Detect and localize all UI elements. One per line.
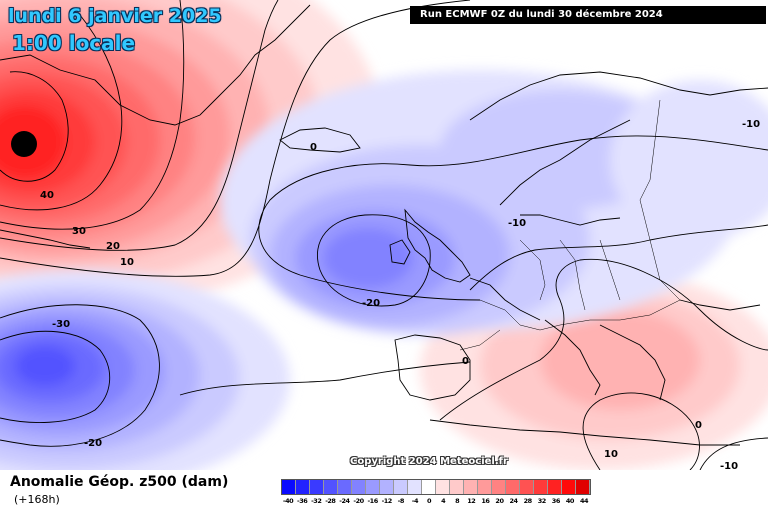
legend-label: -28 — [325, 497, 336, 505]
contour-lines — [0, 0, 768, 471]
legend-label: 28 — [523, 497, 533, 505]
legend-swatch — [296, 480, 310, 494]
contour-label: -10 — [742, 119, 760, 130]
legend-swatch — [450, 480, 464, 494]
negative-anomaly-field — [0, 70, 768, 490]
legend-swatch — [436, 480, 450, 494]
contour-label: 20 — [106, 241, 120, 252]
copyright-notice: Copyright 2024 Meteociel.fr — [350, 456, 508, 467]
contour-label: 10 — [604, 449, 618, 460]
legend-swatch — [506, 480, 520, 494]
legend-swatch — [282, 480, 296, 494]
contour-label: -20 — [362, 298, 380, 309]
legend-swatch — [576, 480, 590, 494]
legend-label: -36 — [297, 497, 308, 505]
legend-label: -40 — [282, 497, 294, 505]
legend-label: 36 — [551, 497, 561, 505]
legend-swatch — [534, 480, 548, 494]
legend-swatch — [562, 480, 576, 494]
model-run-banner: Run ECMWF 0Z du lundi 30 décembre 2024 — [410, 6, 766, 24]
legend-swatch — [492, 480, 506, 494]
contour-label: 10 — [120, 257, 134, 268]
lead-time: (+168h) — [14, 493, 60, 506]
legend-label: 20 — [495, 497, 504, 505]
legend-swatch — [324, 480, 338, 494]
legend-label: -32 — [311, 497, 322, 505]
legend-swatch — [394, 480, 408, 494]
legend-swatch — [380, 480, 394, 494]
legend-label: 0 — [426, 497, 432, 505]
legend-swatch — [422, 480, 436, 494]
contour-label: -30 — [52, 319, 70, 330]
forecast-date: lundi 6 janvier 2025 — [8, 5, 222, 27]
legend-label: 8 — [455, 497, 460, 505]
legend-label: 16 — [481, 497, 490, 505]
legend-label: 44 — [579, 497, 589, 505]
legend-label: -16 — [367, 497, 378, 505]
contour-label: 0 — [310, 142, 317, 153]
legend-label: -12 — [381, 497, 393, 505]
contour-labels: 40 30 20 10 0 -10 -20 -30 -20 0 -10 10 0… — [40, 119, 760, 472]
legend-label: -24 — [339, 497, 350, 505]
color-scale-legend — [281, 479, 591, 495]
color-scale-labels: -40 -36 -32 -28 -24 -20 -16 -12 -8 -4 0 4 8 12 16 20 24 2… — [281, 497, 591, 505]
legend-label: 4 — [441, 497, 446, 505]
legend-swatch — [548, 480, 562, 494]
parameter-title: Anomalie Géop. z500 (dam) — [10, 474, 229, 490]
legend-label: 12 — [467, 497, 476, 505]
legend-label: -4 — [411, 497, 419, 505]
coastlines — [0, 4, 768, 446]
legend-swatch — [366, 480, 380, 494]
legend-label: 40 — [565, 497, 575, 505]
legend-swatch — [352, 480, 366, 494]
contour-label: 0 — [695, 420, 702, 431]
contour-label: 0 — [462, 356, 469, 367]
contour-label: -20 — [84, 438, 102, 449]
contour-label: 30 — [72, 226, 86, 237]
legend-label: -8 — [397, 497, 405, 505]
legend-label: 32 — [537, 497, 547, 505]
legend-swatch — [408, 480, 422, 494]
legend-swatch — [478, 480, 492, 494]
legend-label: 24 — [509, 497, 519, 505]
legend-label: -20 — [353, 497, 364, 505]
contour-label: -10 — [720, 461, 738, 472]
max-center-marker — [11, 131, 37, 157]
borders — [459, 99, 681, 351]
legend-swatch — [338, 480, 352, 494]
contour-label: -10 — [508, 218, 526, 229]
forecast-time: 1:00 locale — [12, 31, 136, 55]
legend-swatch — [520, 480, 534, 494]
legend-swatch — [464, 480, 478, 494]
contour-label: 40 — [40, 190, 54, 201]
legend-swatch — [310, 480, 324, 494]
